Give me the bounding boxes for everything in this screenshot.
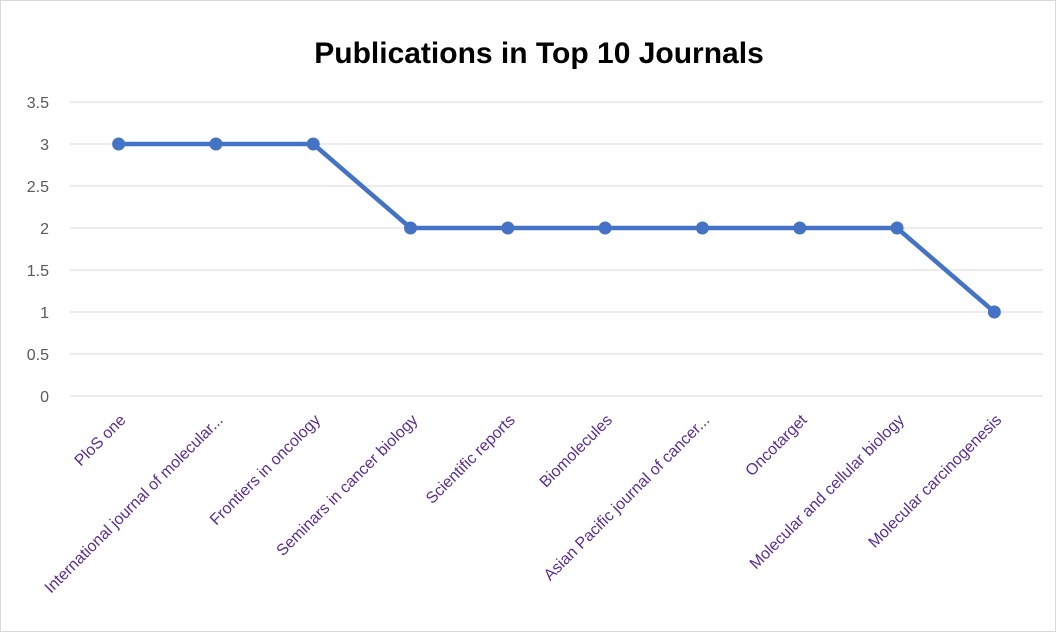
data-point	[209, 137, 223, 151]
y-tick-label: 3.5	[27, 95, 49, 112]
y-tick-label: 0	[40, 389, 49, 406]
y-axis-ticks: 0 0.5 1 1.5 2 2.5 3 3.5	[27, 95, 49, 406]
data-point	[404, 221, 418, 235]
y-tick-label: 0.5	[27, 347, 49, 364]
x-tick-label: Molecular and cellular biology	[747, 412, 908, 573]
data-point	[501, 221, 515, 235]
y-tick-label: 2.5	[27, 179, 49, 196]
series-line-group	[116, 141, 997, 315]
x-tick-label: Asian Pacific journal of cancer...	[541, 412, 713, 584]
data-point	[306, 137, 320, 151]
x-tick-label: Scientific reports	[423, 412, 519, 508]
data-point	[987, 305, 1001, 319]
y-tick-label: 3	[40, 137, 49, 154]
series-line	[116, 141, 997, 315]
y-tick-label: 1	[40, 305, 49, 322]
x-tick-label: International journal of molecular...	[42, 412, 227, 597]
x-tick-label: Biomolecules	[537, 412, 616, 491]
x-tick-label: Oncotarget	[743, 411, 811, 479]
data-point	[598, 221, 612, 235]
data-point	[112, 137, 126, 151]
y-tick-label: 2	[40, 221, 49, 238]
y-tick-label: 1.5	[27, 263, 49, 280]
data-points	[112, 137, 1001, 319]
x-tick-label: Frontiers in oncology	[207, 412, 324, 529]
data-point	[695, 221, 709, 235]
data-point	[890, 221, 904, 235]
chart-title: Publications in Top 10 Journals	[314, 37, 764, 70]
data-point	[793, 221, 807, 235]
x-tick-label: PloS one	[72, 412, 130, 470]
